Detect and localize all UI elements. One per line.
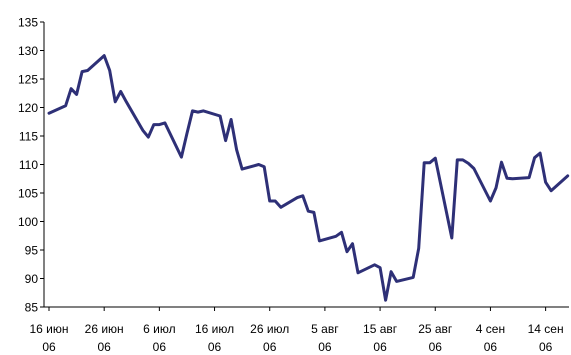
- data-point: [224, 139, 227, 142]
- data-point: [318, 239, 321, 242]
- data-point: [75, 93, 78, 96]
- data-point: [506, 177, 509, 180]
- x-tick-label: 16 июл 06: [195, 322, 234, 354]
- series-line: [47, 54, 570, 302]
- x-tick-label: 26 июн 06: [85, 322, 124, 354]
- y-tick-label: 120: [18, 101, 38, 115]
- data-point: [533, 156, 536, 159]
- data-point: [257, 163, 260, 166]
- data-point: [241, 168, 244, 171]
- data-point: [202, 109, 205, 112]
- y-tick-label: 105: [18, 187, 38, 201]
- x-axis: 16 июн 06 26 июн 06 6 июл 06 16 июл 06 26 июл 06 5…: [29, 306, 569, 354]
- data-point: [219, 115, 222, 118]
- data-point: [301, 194, 304, 197]
- data-point: [395, 280, 398, 283]
- y-tick-label: 130: [18, 44, 38, 58]
- data-point: [114, 100, 117, 103]
- y-tick-label: 110: [19, 158, 38, 172]
- data-point: [70, 87, 73, 90]
- data-point: [158, 123, 161, 126]
- data-point: [489, 200, 492, 203]
- data-point: [279, 206, 282, 209]
- data-point: [511, 177, 514, 180]
- data-point: [86, 69, 89, 72]
- data-point: [346, 250, 349, 253]
- data-point: [334, 235, 337, 238]
- data-point: [274, 200, 277, 203]
- data-point: [472, 167, 475, 170]
- data-point: [147, 136, 150, 139]
- data-point: [550, 189, 553, 192]
- data-point: [417, 247, 420, 250]
- data-point: [141, 129, 144, 132]
- y-tick-label: 135: [18, 16, 38, 30]
- x-tick-label: 6 июл 06: [143, 322, 175, 354]
- series-layer: [47, 54, 570, 302]
- data-point: [185, 132, 188, 135]
- data-point: [307, 210, 310, 213]
- data-point: [544, 181, 547, 184]
- data-point: [373, 263, 376, 266]
- x-tick-label: 4 сен 06: [476, 322, 505, 354]
- data-point: [340, 231, 343, 234]
- data-point: [461, 158, 464, 161]
- data-points: [48, 54, 570, 302]
- data-point: [163, 121, 166, 124]
- data-point: [197, 111, 200, 114]
- y-tick-label: 125: [18, 73, 38, 87]
- data-point: [312, 211, 315, 214]
- data-point: [450, 237, 453, 240]
- data-point: [191, 109, 194, 112]
- x-tick-label: 5 авг 06: [311, 322, 339, 354]
- y-tick-label: 85: [25, 301, 39, 315]
- x-tick-label: 26 июл 06: [250, 322, 289, 354]
- data-point: [81, 70, 84, 73]
- data-point: [296, 196, 299, 199]
- x-tick-label: 25 авг 06: [418, 322, 453, 354]
- data-point: [423, 161, 426, 164]
- data-point: [103, 54, 106, 57]
- data-point: [180, 156, 183, 159]
- x-tick-label: 16 июн 06: [29, 322, 68, 354]
- data-point: [412, 276, 415, 279]
- data-point: [528, 176, 531, 179]
- data-point: [235, 148, 238, 151]
- data-point: [539, 152, 542, 155]
- data-point: [119, 90, 122, 93]
- data-point: [125, 100, 128, 103]
- data-point: [268, 200, 271, 203]
- data-point: [428, 161, 431, 164]
- x-tick-label: 14 сен 06: [528, 322, 564, 354]
- y-tick-label: 100: [18, 215, 38, 229]
- y-tick-label: 90: [25, 272, 39, 286]
- data-point: [263, 165, 266, 168]
- data-point: [390, 270, 393, 273]
- data-point: [64, 104, 67, 107]
- y-axis: 85 90 95 100 105 110 115 120 125 130 135: [18, 16, 45, 315]
- data-point: [566, 174, 569, 177]
- data-point: [351, 242, 354, 245]
- data-point: [500, 161, 503, 164]
- data-point: [357, 271, 360, 274]
- x-tick-label: 15 авг 06: [363, 322, 398, 354]
- y-tick-label: 115: [19, 130, 38, 144]
- data-point: [456, 158, 459, 161]
- data-point: [48, 112, 51, 115]
- data-point: [467, 162, 470, 165]
- data-point: [108, 69, 111, 72]
- y-tick-label: 95: [25, 244, 39, 258]
- data-point: [384, 299, 387, 302]
- data-point: [495, 186, 498, 189]
- data-point: [379, 266, 382, 269]
- data-point: [152, 123, 155, 126]
- data-point: [434, 157, 437, 160]
- data-point: [230, 118, 233, 121]
